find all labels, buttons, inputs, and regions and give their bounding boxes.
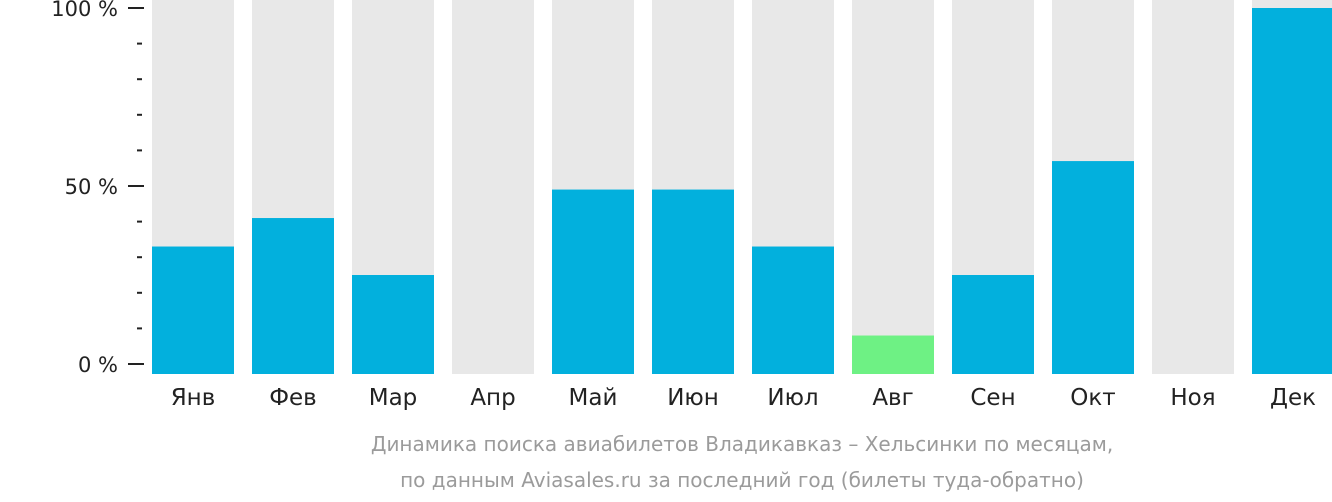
x-tick-label-month-12: Дек [1270, 385, 1316, 411]
bar-chart: 0 % 50 % 100 % Янв Фев Мар Апр Май Июн Июл Авг Сен… [51, 0, 1332, 411]
bar-month-9 [952, 275, 1034, 374]
bar-month-7 [752, 246, 834, 374]
x-tick-label-month-3: Мар [369, 385, 418, 411]
bar-month-12 [1252, 8, 1332, 374]
bar-month-3 [352, 275, 434, 374]
y-tick-label: 50 % [65, 175, 118, 199]
caption-line-1: Динамика поиска авиабилетов Владикавказ … [370, 432, 1114, 456]
background-bar-month-11 [1152, 0, 1234, 374]
x-tick-label-month-1: Янв [171, 385, 216, 411]
y-tick-label: 0 % [78, 353, 118, 377]
x-axis: Янв Фев Мар Апр Май Июн Июл Авг Сен Окт Ноя Дек [171, 385, 1316, 411]
x-tick-label-month-9: Сен [970, 385, 1015, 411]
y-axis: 0 % 50 % 100 % [51, 0, 144, 377]
x-tick-label-month-6: Июн [667, 385, 719, 411]
caption-line-2: по данным Aviasales.ru за последний год … [400, 468, 1084, 492]
x-tick-label-month-5: Май [569, 385, 618, 411]
x-tick-label-month-7: Июл [767, 385, 818, 411]
value-bars [152, 8, 1332, 374]
background-bar-month-4 [452, 0, 534, 374]
bar-month-1 [152, 246, 234, 374]
bar-month-5 [552, 189, 634, 374]
background-bar-month-8 [852, 0, 934, 374]
x-tick-label-month-2: Фев [269, 385, 317, 411]
bar-month-6 [652, 189, 734, 374]
bar-month-8 [852, 335, 934, 374]
x-tick-label-month-8: Авг [872, 385, 913, 411]
x-tick-label-month-4: Апр [470, 385, 515, 411]
x-tick-label-month-11: Ноя [1170, 385, 1215, 411]
y-tick-label: 100 % [51, 0, 118, 21]
bar-month-2 [252, 218, 334, 374]
bar-month-10 [1052, 161, 1134, 374]
x-tick-label-month-10: Окт [1070, 385, 1115, 411]
